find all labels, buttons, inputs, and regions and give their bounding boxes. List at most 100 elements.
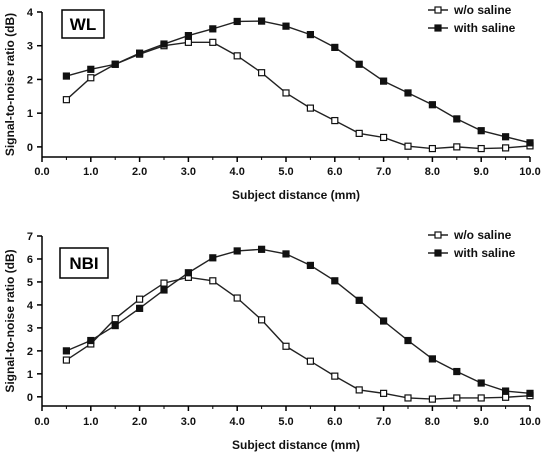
- data-point: [233, 52, 241, 60]
- data-point: [87, 336, 95, 345]
- series-line: [65, 41, 531, 150]
- chart-panel-1: 0.0 1.0 2.0 3.0 4.0 5.0 6.0 7.0 8.0 9.0 10.001234S…: [3, 3, 541, 202]
- data-point: [184, 38, 192, 46]
- data-point: [380, 317, 388, 325]
- y-tick-label: 3: [27, 41, 33, 53]
- data-point: [355, 129, 363, 137]
- x-tick-label: 0.0: [34, 166, 49, 178]
- legend-label: with saline: [453, 246, 516, 260]
- data-point: [526, 389, 534, 397]
- x-tick-label: 3.0: [181, 416, 196, 428]
- legend-label: w/o saline: [453, 3, 512, 17]
- data-point: [526, 139, 534, 147]
- x-tick-label: 8.0: [425, 416, 440, 428]
- chart-badge-box: [59, 247, 109, 279]
- data-point: [306, 357, 314, 365]
- data-point: [453, 115, 461, 123]
- y-axis-label: Signal-to-noise ratio (dB): [3, 249, 17, 392]
- x-tick-label: 10.0: [519, 166, 540, 178]
- data-point: [306, 261, 314, 270]
- data-point: [453, 143, 461, 151]
- data-point: [502, 393, 510, 401]
- data-point: [184, 269, 192, 277]
- x-tick-label: 7.0: [376, 166, 391, 178]
- data-point: [184, 32, 192, 40]
- data-point: [209, 254, 217, 262]
- data-point: [87, 65, 95, 73]
- x-axis-label: Subject distance (mm): [232, 438, 360, 452]
- data-point: [331, 116, 339, 125]
- series-with-saline: [62, 245, 534, 397]
- x-tick-label: 1.0: [83, 166, 98, 178]
- data-point: [160, 40, 168, 48]
- data-point: [136, 49, 144, 57]
- data-point: [136, 304, 144, 312]
- data-point: [62, 72, 71, 80]
- y-tick-label: 3: [27, 323, 33, 335]
- x-tick-label: 0.0: [34, 416, 49, 428]
- data-point: [404, 142, 412, 150]
- chart-panel-2: 0.0 1.0 2.0 3.0 4.0 5.0 6.0 7.0 8.0 9.0 10.0 0 1 2 3 4 5…: [3, 228, 541, 452]
- data-point: [233, 247, 241, 255]
- data-point: [477, 144, 485, 153]
- data-point: [380, 77, 388, 85]
- data-point: [453, 367, 461, 376]
- series-line: [66, 276, 531, 400]
- data-point: [282, 250, 290, 258]
- y-tick-label: 6: [27, 254, 33, 266]
- x-tick-label: 9.0: [474, 416, 489, 428]
- data-point: [233, 17, 241, 26]
- data-point: [477, 127, 485, 135]
- data-point: [502, 144, 510, 152]
- data-point: [209, 38, 217, 46]
- y-tick-label: 5: [27, 277, 33, 289]
- data-point: [282, 89, 290, 97]
- x-tick-label: 6.0: [327, 166, 342, 178]
- legend-marker: [434, 249, 442, 257]
- data-point: [428, 144, 436, 153]
- data-point: [355, 60, 363, 68]
- x-tick-label: 4.0: [230, 416, 245, 428]
- x-tick-label: 7.0: [376, 416, 391, 428]
- data-point: [502, 133, 510, 141]
- x-axis-label: Subject distance (mm): [232, 188, 360, 202]
- legend-marker: [434, 6, 442, 14]
- y-tick-label: 4: [27, 7, 34, 19]
- y-tick-label: 0: [27, 392, 33, 404]
- data-point: [258, 17, 266, 25]
- y-tick-label: 1: [27, 108, 33, 120]
- data-point: [87, 74, 95, 82]
- data-point: [428, 395, 436, 403]
- y-axis-label: Signal-to-noise ratio (dB): [3, 13, 17, 156]
- data-point: [404, 336, 412, 345]
- y-tick-label: 7: [27, 231, 33, 243]
- legend-marker: [434, 24, 442, 32]
- legend-label: w/o saline: [453, 228, 512, 242]
- x-tick-label: 2.0: [132, 166, 147, 178]
- data-point: [380, 389, 388, 397]
- data-point: [282, 342, 290, 350]
- series-w-o-saline: [62, 273, 534, 403]
- legend-label: with saline: [453, 21, 516, 35]
- data-point: [428, 101, 436, 109]
- data-point: [331, 43, 339, 52]
- x-tick-label: 6.0: [327, 416, 342, 428]
- data-point: [380, 133, 388, 142]
- data-point: [111, 315, 119, 323]
- data-point: [62, 356, 71, 364]
- series-line: [66, 248, 531, 395]
- data-point: [453, 394, 461, 402]
- x-tick-label: 9.0: [474, 166, 489, 178]
- data-point: [209, 277, 217, 285]
- data-point: [62, 96, 71, 104]
- y-tick-label: 0: [27, 142, 33, 154]
- data-point: [331, 277, 339, 285]
- legend-marker: [434, 231, 442, 239]
- data-point: [355, 386, 363, 394]
- y-tick-label: 1: [27, 369, 33, 381]
- data-point: [209, 25, 217, 33]
- data-point: [62, 347, 71, 355]
- data-point: [111, 321, 119, 330]
- data-point: [404, 394, 412, 402]
- data-point: [502, 387, 510, 395]
